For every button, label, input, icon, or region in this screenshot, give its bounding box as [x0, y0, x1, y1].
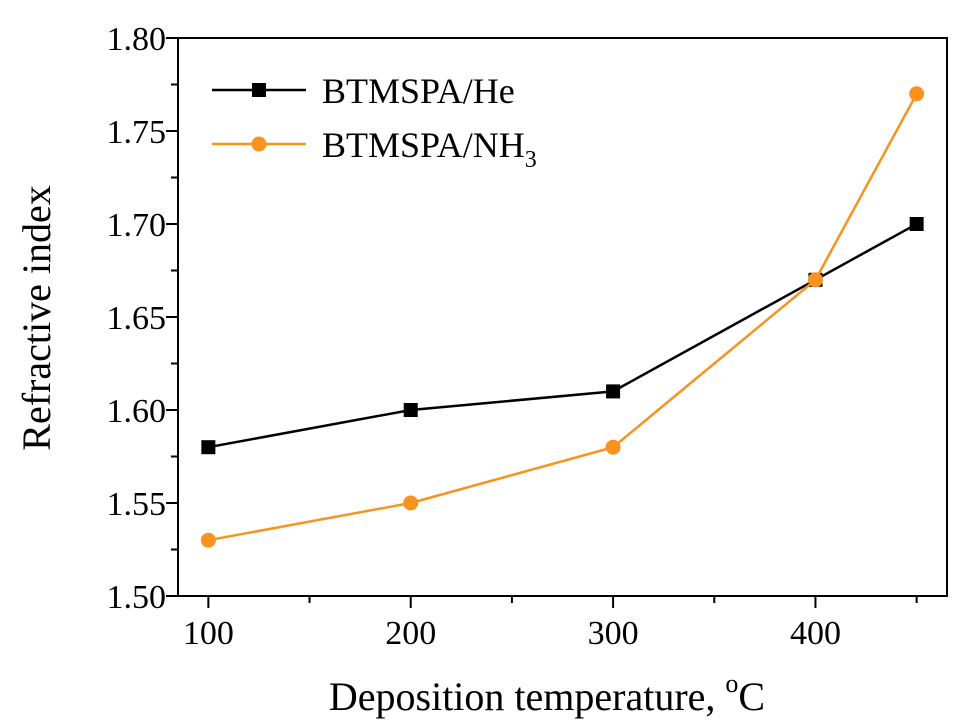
x-axis-title-unit: C — [738, 674, 765, 719]
legend-label: BTMSPA/NH3 — [322, 125, 537, 173]
axes-layer: 1.50 1.55 1.60 1.65 1.70 1.75 1.80 100 200 300 400 — [107, 21, 948, 652]
data-point — [909, 86, 925, 102]
y-tick-label: 1.50 — [107, 579, 167, 616]
y-tick-label: 1.70 — [107, 207, 167, 244]
y-tick-label: 1.65 — [107, 300, 167, 337]
legend-label-subscript: 3 — [525, 147, 537, 173]
legend-marker — [251, 136, 267, 152]
x-tick-label: 100 — [183, 615, 234, 652]
x-axis-title: Deposition temperature, oC — [329, 669, 765, 719]
x-tick-label: 300 — [588, 615, 639, 652]
series-line — [208, 93, 918, 542]
series-0 — [201, 217, 924, 455]
legend-item: BTMSPA/He — [212, 71, 515, 111]
data-point — [201, 440, 216, 455]
plot-frame — [177, 37, 948, 597]
data-point — [200, 532, 216, 548]
legend-label-text: BTMSPA/He — [322, 71, 515, 111]
x-tick-label: 200 — [385, 615, 436, 652]
legend-label: BTMSPA/He — [322, 71, 515, 111]
data-point — [403, 495, 419, 511]
y-tick-label: 1.60 — [107, 393, 167, 430]
series-line — [208, 222, 918, 449]
data-point — [403, 403, 418, 417]
data-point — [909, 217, 924, 231]
legend-item: BTMSPA/NH3 — [212, 125, 537, 173]
legend: BTMSPA/He BTMSPA/NH3 — [212, 71, 537, 173]
legend-marker — [252, 83, 266, 97]
data-point — [807, 272, 823, 288]
legend-label-text: BTMSPA/NH — [322, 125, 525, 165]
data-point — [606, 384, 621, 399]
y-tick-label: 1.75 — [107, 114, 167, 151]
series-1 — [200, 86, 925, 548]
y-tick-label: 1.80 — [107, 21, 167, 58]
series-layer — [200, 86, 925, 548]
x-axis-title-degree: o — [725, 669, 738, 698]
y-tick-label: 1.55 — [107, 486, 167, 523]
x-axis-title-text: Deposition temperature, — [329, 674, 726, 719]
data-point — [605, 439, 621, 455]
x-tick-label: 400 — [790, 615, 841, 652]
y-axis-title: Refractive index — [14, 185, 59, 450]
